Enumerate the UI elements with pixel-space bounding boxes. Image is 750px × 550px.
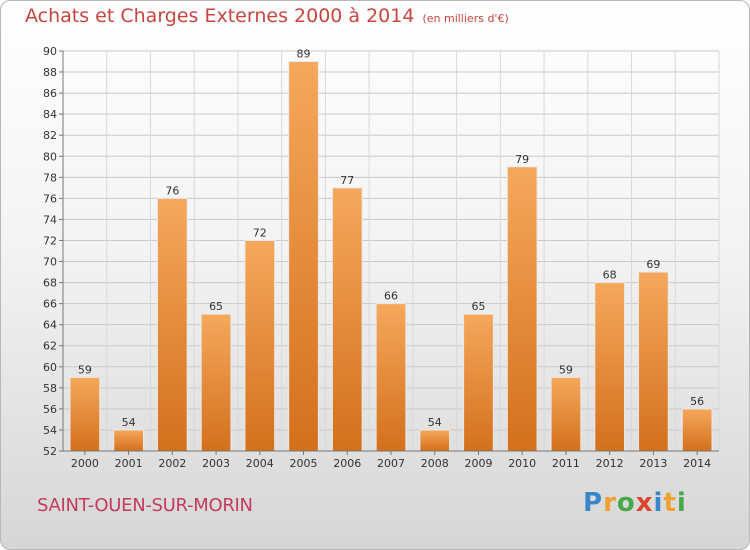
axes: 52 54 56 58 60 62 64 66 68 70 72 74 76 78 80 82 84 86 88 90… xyxy=(43,45,719,470)
bar-value-label: 68 xyxy=(603,269,617,282)
bar xyxy=(331,187,363,452)
bar xyxy=(419,429,451,452)
y-tick-label: 56 xyxy=(43,403,57,416)
bar-value-label: 89 xyxy=(297,48,311,61)
x-tick-label: 2004 xyxy=(246,457,274,470)
x-tick-label: 2011 xyxy=(552,457,580,470)
y-tick-label: 52 xyxy=(43,445,57,458)
chart-title: Achats et Charges Externes 2000 à 2014 (e… xyxy=(25,5,509,27)
bar-value-label: 72 xyxy=(253,226,267,239)
bar xyxy=(638,271,669,452)
y-tick-label: 84 xyxy=(43,108,57,121)
x-tick-label: 2000 xyxy=(71,457,99,470)
bar xyxy=(550,376,582,452)
y-tick-label: 88 xyxy=(43,66,57,79)
bar xyxy=(288,61,319,452)
bar-value-label: 59 xyxy=(78,363,92,376)
x-tick-label: 2007 xyxy=(377,457,405,470)
y-tick-label: 60 xyxy=(43,361,57,374)
y-tick-label: 72 xyxy=(43,234,57,247)
chart-unit: (en milliers d'€) xyxy=(422,12,509,25)
x-tick-label: 2001 xyxy=(115,457,143,470)
x-tick-label: 2009 xyxy=(464,457,492,470)
x-tick-label: 2002 xyxy=(158,457,186,470)
x-tick-label: 2014 xyxy=(683,457,711,470)
y-tick-label: 76 xyxy=(43,192,57,205)
y-tick-label: 62 xyxy=(43,340,57,353)
y-tick-label: 80 xyxy=(43,150,57,163)
bar-value-label: 79 xyxy=(515,153,529,166)
data-labels: 59 54 76 65 72 89 77 66 54 65 79 59 68 69 56 xyxy=(78,48,704,429)
bar-value-label: 65 xyxy=(471,300,485,313)
y-tick-label: 82 xyxy=(43,129,57,142)
bar xyxy=(113,429,144,452)
y-tick-label: 68 xyxy=(43,277,57,290)
x-tick-label: 2013 xyxy=(639,457,667,470)
bar xyxy=(156,197,188,452)
bar-value-label: 69 xyxy=(646,258,660,271)
bar xyxy=(463,313,494,452)
chart-title-text: Achats et Charges Externes 2000 à 2014 xyxy=(25,5,415,27)
x-tick-label: 2010 xyxy=(508,457,536,470)
x-tick-label: 2003 xyxy=(202,457,230,470)
y-tick-label: 86 xyxy=(43,87,57,100)
bar xyxy=(375,303,407,452)
bar xyxy=(244,239,276,452)
x-tick-label: 2006 xyxy=(333,457,361,470)
bar xyxy=(681,408,713,452)
y-tick-label: 54 xyxy=(43,424,57,437)
y-tick-label: 66 xyxy=(43,298,57,311)
bar-value-label: 59 xyxy=(559,363,573,376)
bars xyxy=(69,61,713,452)
bar-value-label: 54 xyxy=(428,416,442,429)
y-tick-label: 70 xyxy=(43,256,57,269)
x-tick-label: 2008 xyxy=(421,457,449,470)
proxiti-logo[interactable]: Proxiti xyxy=(583,488,687,518)
x-tick-label: 2005 xyxy=(290,457,318,470)
y-tick-label: 58 xyxy=(43,382,57,395)
y-tick-label: 74 xyxy=(43,213,57,226)
bar-value-label: 66 xyxy=(384,290,398,303)
y-tick-label: 64 xyxy=(43,319,57,332)
bar-value-label: 76 xyxy=(165,184,179,197)
bar-value-label: 65 xyxy=(209,300,223,313)
x-tick-label: 2012 xyxy=(596,457,624,470)
bar xyxy=(594,282,626,452)
bar-value-label: 56 xyxy=(690,395,704,408)
bar xyxy=(200,313,232,452)
bar xyxy=(506,166,538,452)
bar xyxy=(69,376,101,452)
bar-value-label: 77 xyxy=(340,174,354,187)
city-name: SAINT-OUEN-SUR-MORIN xyxy=(37,495,253,516)
y-tick-label: 90 xyxy=(43,45,57,58)
y-tick-label: 78 xyxy=(43,171,57,184)
bar-value-label: 54 xyxy=(122,416,136,429)
